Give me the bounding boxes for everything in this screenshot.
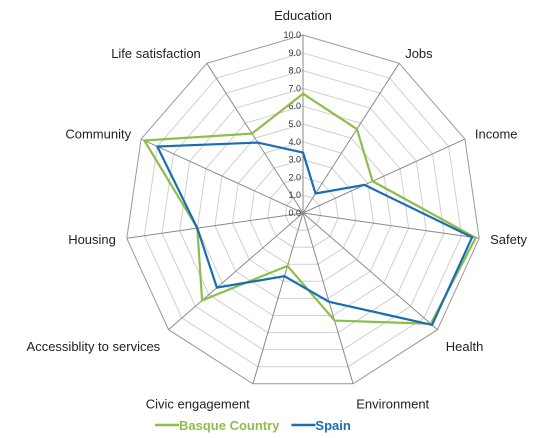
category-label-safety: Safety xyxy=(490,232,527,247)
legend-label-spain: Spain xyxy=(315,418,350,433)
grid-ring-2 xyxy=(267,176,339,248)
tick-label: 9.0 xyxy=(288,48,301,58)
spoke-housing xyxy=(126,212,304,239)
tick-label: 2.0 xyxy=(288,172,301,182)
category-label-community: Community xyxy=(65,127,131,142)
spoke-community xyxy=(140,138,304,214)
category-label-environment: Environment xyxy=(356,396,429,411)
radar-spokes xyxy=(126,35,480,384)
series-spain xyxy=(155,141,474,327)
category-label-education: Education xyxy=(274,8,332,23)
grid-ring-8 xyxy=(161,70,445,351)
legend: Basque Country Spain xyxy=(155,418,351,433)
radial-tick-labels: 0.0 1.0 2.0 3.0 4.0 5.0 6.0 7.0 8.0 9.0 10.0 xyxy=(283,30,301,218)
tick-label: 0.0 xyxy=(288,208,301,218)
spoke-accessiblity-to-services xyxy=(168,212,304,330)
spoke-income xyxy=(302,138,466,214)
tick-label: 8.0 xyxy=(288,66,301,76)
spoke-environment xyxy=(302,212,354,384)
category-label-housing: Housing xyxy=(68,232,116,247)
tick-label: 1.0 xyxy=(288,190,301,200)
spoke-life-satisfaction xyxy=(206,63,304,214)
tick-label: 10.0 xyxy=(283,30,301,40)
spoke-health xyxy=(302,212,438,330)
category-label-accessiblity-to-services: Accessiblity to services xyxy=(27,339,161,354)
series-basque-country xyxy=(142,92,478,325)
grid-ring-7 xyxy=(179,87,427,334)
grid-ring-10 xyxy=(126,34,480,385)
tick-label: 6.0 xyxy=(288,101,301,111)
category-label-life-satisfaction: Life satisfaction xyxy=(111,46,201,61)
spoke-civic-engagement xyxy=(252,212,304,384)
grid-ring-9 xyxy=(143,52,463,368)
grid-ring-4 xyxy=(231,141,375,282)
grid-ring-6 xyxy=(196,105,410,316)
category-label-income: Income xyxy=(475,127,518,142)
category-labels: Education Jobs Income Safety Health Environme… xyxy=(27,8,528,411)
grid-ring-5 xyxy=(214,123,392,299)
tick-label: 7.0 xyxy=(288,83,301,93)
category-label-health: Health xyxy=(446,339,484,354)
spoke-safety xyxy=(302,212,480,239)
tick-label: 3.0 xyxy=(288,155,301,165)
legend-label-basque-country: Basque Country xyxy=(179,418,280,433)
radar-series xyxy=(142,92,478,327)
category-label-jobs: Jobs xyxy=(405,46,433,61)
category-label-civic-engagement: Civic engagement xyxy=(146,396,250,411)
tick-label: 5.0 xyxy=(288,119,301,129)
tick-label: 4.0 xyxy=(288,137,301,147)
grid-ring-1 xyxy=(284,194,322,231)
spoke-jobs xyxy=(302,63,400,214)
